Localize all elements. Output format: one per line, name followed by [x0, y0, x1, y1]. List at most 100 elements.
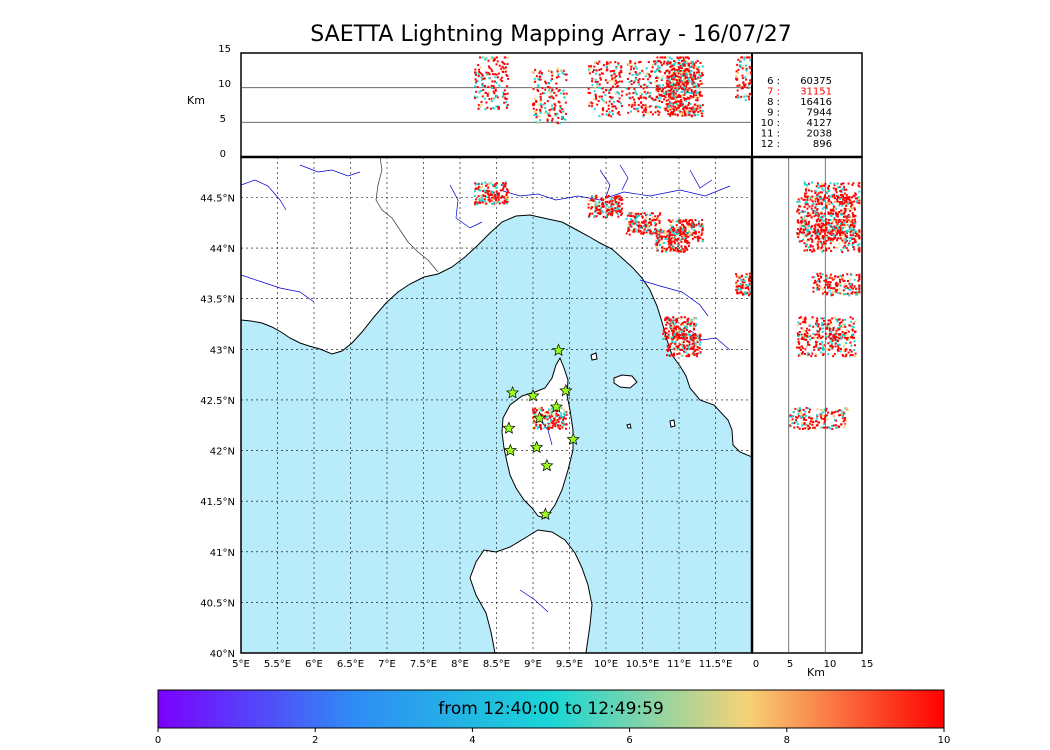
lightning-source [629, 60, 632, 63]
lightning-source [502, 185, 505, 188]
lightning-source [627, 63, 630, 66]
lightning-source [539, 103, 542, 106]
lightning-source [609, 96, 612, 99]
lightning-source [681, 104, 684, 107]
lightning-source [634, 92, 637, 95]
lightning-source [625, 232, 628, 235]
lightning-source [749, 71, 752, 74]
lightning-source [835, 232, 838, 235]
lightning-source [681, 343, 684, 346]
lightning-source [654, 98, 657, 101]
lightning-source [840, 321, 843, 324]
lightning-source [485, 101, 488, 104]
lightning-source [826, 291, 829, 294]
lightning-source [685, 333, 688, 336]
lightning-source [642, 115, 645, 118]
lightning-source [588, 65, 591, 68]
lightning-source [688, 112, 691, 115]
lightning-source [807, 335, 810, 338]
lightning-source [812, 231, 815, 234]
lightning-source [830, 323, 833, 326]
lightning-source [850, 292, 853, 295]
lightning-source [853, 278, 856, 281]
lightning-source [679, 85, 682, 88]
lightning-source [672, 72, 675, 75]
lightning-source [820, 203, 823, 206]
lightning-source [658, 111, 661, 114]
lightning-source [821, 187, 824, 190]
lightning-source [701, 218, 704, 221]
lightning-source [601, 108, 604, 111]
lightning-source [817, 347, 820, 350]
lightning-source [803, 242, 806, 245]
lightning-source [556, 414, 559, 417]
lightning-source [629, 214, 632, 217]
lightning-source [694, 76, 697, 79]
lightning-source [791, 422, 794, 425]
lightning-source [483, 77, 486, 80]
lightning-source [640, 225, 643, 228]
lightning-source [813, 282, 816, 285]
lightning-source [822, 354, 825, 357]
lightning-source [817, 246, 820, 249]
lightning-source [487, 86, 490, 89]
lightning-source [669, 114, 672, 117]
side-lightning-points [788, 181, 861, 431]
lightning-source [857, 248, 860, 251]
lightning-source [846, 334, 849, 337]
lightning-source [830, 344, 833, 347]
lightning-source [558, 122, 561, 125]
lightning-source [493, 57, 496, 60]
lightning-source [645, 214, 648, 217]
lightning-source [551, 421, 554, 424]
lightning-source [854, 241, 857, 244]
lightning-source [804, 192, 807, 195]
lightning-source [625, 87, 628, 90]
lightning-source [588, 91, 591, 94]
lightning-source [672, 73, 675, 76]
lightning-source [806, 198, 809, 201]
lightning-source [490, 193, 493, 196]
station-marker-icon [533, 411, 547, 424]
lightning-source [558, 109, 561, 112]
lightning-source [824, 332, 827, 335]
lightning-source [843, 333, 846, 336]
lightning-source [842, 289, 845, 292]
lightning-source [666, 232, 669, 235]
lightning-source [688, 330, 691, 333]
lightning-source [481, 200, 484, 203]
lightning-source [830, 201, 833, 204]
lightning-source [494, 88, 497, 91]
lightning-source [610, 205, 613, 208]
lightning-source [477, 195, 480, 198]
lightning-source [497, 107, 500, 110]
lightning-source [668, 81, 671, 84]
lightning-source [835, 332, 838, 335]
lightning-source [564, 427, 567, 430]
lightning-source [796, 332, 799, 335]
lightning-source [500, 76, 503, 79]
lightning-source [813, 228, 816, 231]
lightning-source [690, 219, 693, 222]
lightning-source [668, 246, 671, 249]
lightning-source [559, 415, 562, 418]
lightning-source [816, 273, 819, 276]
lightning-source [834, 424, 837, 427]
lightning-source [535, 425, 538, 428]
lon-tick-label: 9°E [524, 659, 542, 670]
lightning-source [675, 231, 678, 234]
lightning-source [824, 232, 827, 235]
lightning-source [849, 348, 852, 351]
lightning-source [803, 318, 806, 321]
lightning-source [479, 71, 482, 74]
lightning-source [495, 190, 498, 193]
lightning-source [669, 228, 672, 231]
lightning-source [815, 233, 818, 236]
lightning-source [593, 196, 596, 199]
lightning-source [551, 119, 554, 122]
lightning-source [808, 195, 811, 198]
lightning-source [547, 422, 550, 425]
lightning-source [684, 63, 687, 66]
lon-tick-label: 10°E [594, 659, 618, 670]
lightning-source [818, 225, 821, 228]
